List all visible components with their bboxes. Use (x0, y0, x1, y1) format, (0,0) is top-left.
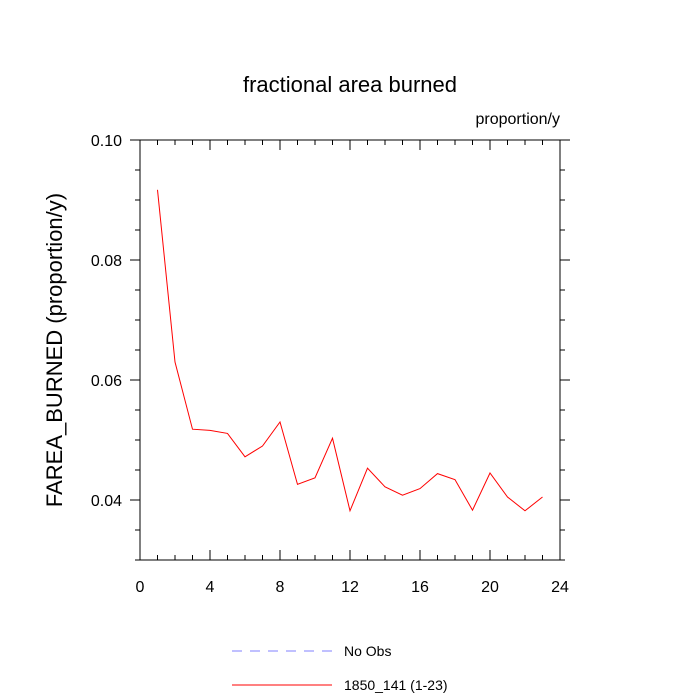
x-tick-label: 0 (136, 579, 145, 596)
x-tick-label: 16 (411, 579, 429, 596)
x-tick-label: 12 (341, 579, 359, 596)
series-line-1 (157, 189, 543, 513)
plot-frame (139, 139, 561, 561)
chart-title: fractional area burned (243, 72, 457, 97)
axis-ticks: 0 4 8 12 16 20 24 0.04 0.06 0.08 0.10 (91, 133, 570, 596)
y-tick-label: 0.10 (91, 133, 122, 150)
y-tick-label: 0.04 (91, 493, 122, 510)
series-group (157, 189, 543, 513)
legend: No Obs 1850_141 (1-23) (232, 643, 448, 693)
x-tick-label: 24 (551, 579, 569, 596)
legend-label-0: No Obs (344, 643, 391, 659)
x-tick-label: 8 (276, 579, 285, 596)
y-tick-label: 0.08 (91, 253, 122, 270)
x-tick-label: 20 (481, 579, 499, 596)
y-tick-label: 0.06 (91, 373, 122, 390)
units-label: proportion/y (476, 111, 561, 128)
y-axis-label: FAREA_BURNED (proportion/y) (42, 193, 67, 507)
x-tick-label: 4 (206, 579, 215, 596)
legend-label-1: 1850_141 (1-23) (344, 677, 448, 693)
